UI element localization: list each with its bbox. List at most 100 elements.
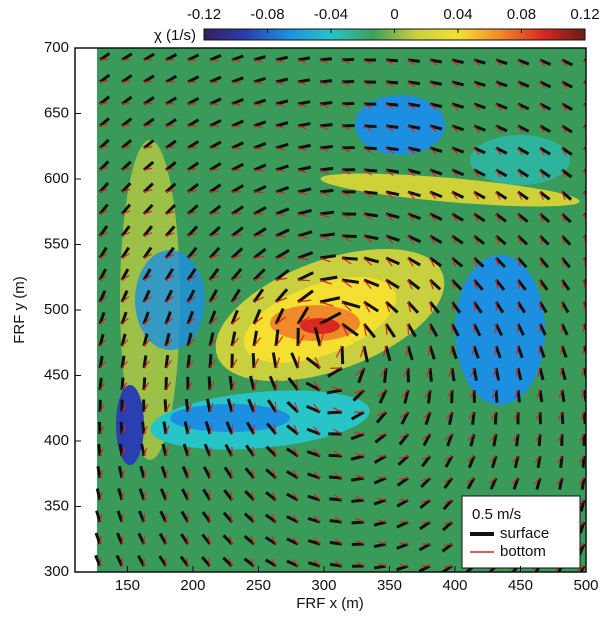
vector [188, 147, 197, 148]
colorbar-tick-label: 0.12 [570, 6, 599, 23]
x-tick-label: 250 [246, 577, 271, 594]
vector [518, 390, 519, 402]
y-tick-label: 650 [44, 104, 69, 121]
vector [320, 81, 332, 82]
y-tick-label: 550 [44, 235, 69, 252]
vector [210, 82, 218, 83]
vector [342, 81, 354, 82]
vector [298, 280, 310, 281]
vector [562, 390, 564, 402]
x-axis-label: FRF x (m) [296, 595, 363, 612]
vector [254, 192, 263, 193]
x-tick-label: 450 [508, 577, 533, 594]
colorbar-label: χ (1/s) [154, 27, 196, 44]
vector [165, 399, 166, 412]
vector [122, 59, 130, 60]
vector [562, 412, 563, 424]
vector [98, 466, 100, 478]
vector [518, 302, 519, 311]
vector [164, 422, 166, 434]
vector [584, 412, 585, 424]
field-blob [300, 318, 340, 334]
colorbar-tick-label: 0.04 [443, 6, 472, 23]
vector [100, 59, 108, 60]
colorbar-tick-label: 0.08 [507, 6, 536, 23]
vector [275, 402, 276, 412]
y-tick-label: 300 [44, 563, 69, 580]
y-tick-label: 700 [44, 39, 69, 56]
colorbar-tick-label: -0.04 [314, 6, 348, 23]
vector [430, 368, 431, 382]
vector [496, 302, 497, 311]
vector [352, 522, 364, 523]
vector [99, 422, 100, 434]
vector [166, 125, 174, 126]
vector [99, 444, 100, 456]
legend-label: surface [500, 525, 549, 542]
vector [253, 353, 254, 368]
vector [230, 376, 232, 390]
vector [374, 566, 386, 568]
vector [342, 125, 355, 126]
y-tick-label: 600 [44, 170, 69, 187]
vector [584, 280, 585, 288]
vector [352, 544, 364, 545]
x-tick-label: 200 [180, 577, 205, 594]
x-tick-label: 150 [115, 577, 140, 594]
vector [298, 58, 310, 60]
vector [320, 168, 333, 170]
vector [342, 59, 354, 60]
x-tick-label: 500 [573, 577, 598, 594]
colorbar-tick-label: -0.12 [187, 6, 221, 23]
vector [320, 190, 333, 192]
legend-label: bottom [500, 543, 546, 560]
vector [122, 81, 130, 82]
y-tick-label: 400 [44, 432, 69, 449]
chart: FRF x (m) FRF y (m) χ (1/s) 0.5 m/s 150 2… [0, 0, 602, 624]
vector [377, 477, 386, 478]
vector [232, 213, 241, 214]
vector [121, 422, 122, 434]
vector [399, 521, 408, 522]
vector [187, 536, 188, 544]
vector [320, 212, 334, 214]
vector [342, 346, 343, 364]
x-tick-label: 300 [311, 577, 336, 594]
vector [342, 103, 354, 104]
vector [320, 59, 332, 60]
vector [421, 522, 430, 523]
vector [452, 368, 454, 381]
vector [209, 377, 210, 390]
vector [276, 236, 286, 237]
vector [444, 566, 452, 567]
vector [320, 234, 335, 236]
vector [540, 412, 541, 424]
vector [351, 500, 364, 501]
y-tick-label: 350 [44, 497, 69, 514]
vector [232, 126, 241, 127]
vector [165, 558, 166, 566]
y-axis-label: FRF y (m) [11, 276, 28, 343]
colorbar-tick-label: -0.08 [250, 6, 284, 23]
colorbar-tick-label: 0 [390, 6, 398, 23]
x-tick-label: 350 [377, 577, 402, 594]
vector [122, 536, 123, 544]
y-tick-label: 500 [44, 301, 69, 318]
vector [540, 390, 542, 402]
vector [496, 390, 497, 403]
page: FRF x (m) FRF y (m) χ (1/s) 0.5 m/s 150 2… [0, 0, 602, 629]
vector [320, 103, 332, 104]
vector [100, 558, 101, 566]
x-tick-label: 400 [442, 577, 467, 594]
y-tick-label: 450 [44, 366, 69, 383]
vector [320, 146, 333, 148]
vector [143, 422, 144, 434]
vector [144, 103, 152, 104]
vector [186, 399, 188, 412]
vector [120, 444, 122, 456]
vector [320, 124, 332, 126]
legend-scale: 0.5 m/s [472, 506, 521, 523]
vector [328, 412, 342, 413]
vector [254, 235, 264, 236]
vector [231, 469, 232, 478]
